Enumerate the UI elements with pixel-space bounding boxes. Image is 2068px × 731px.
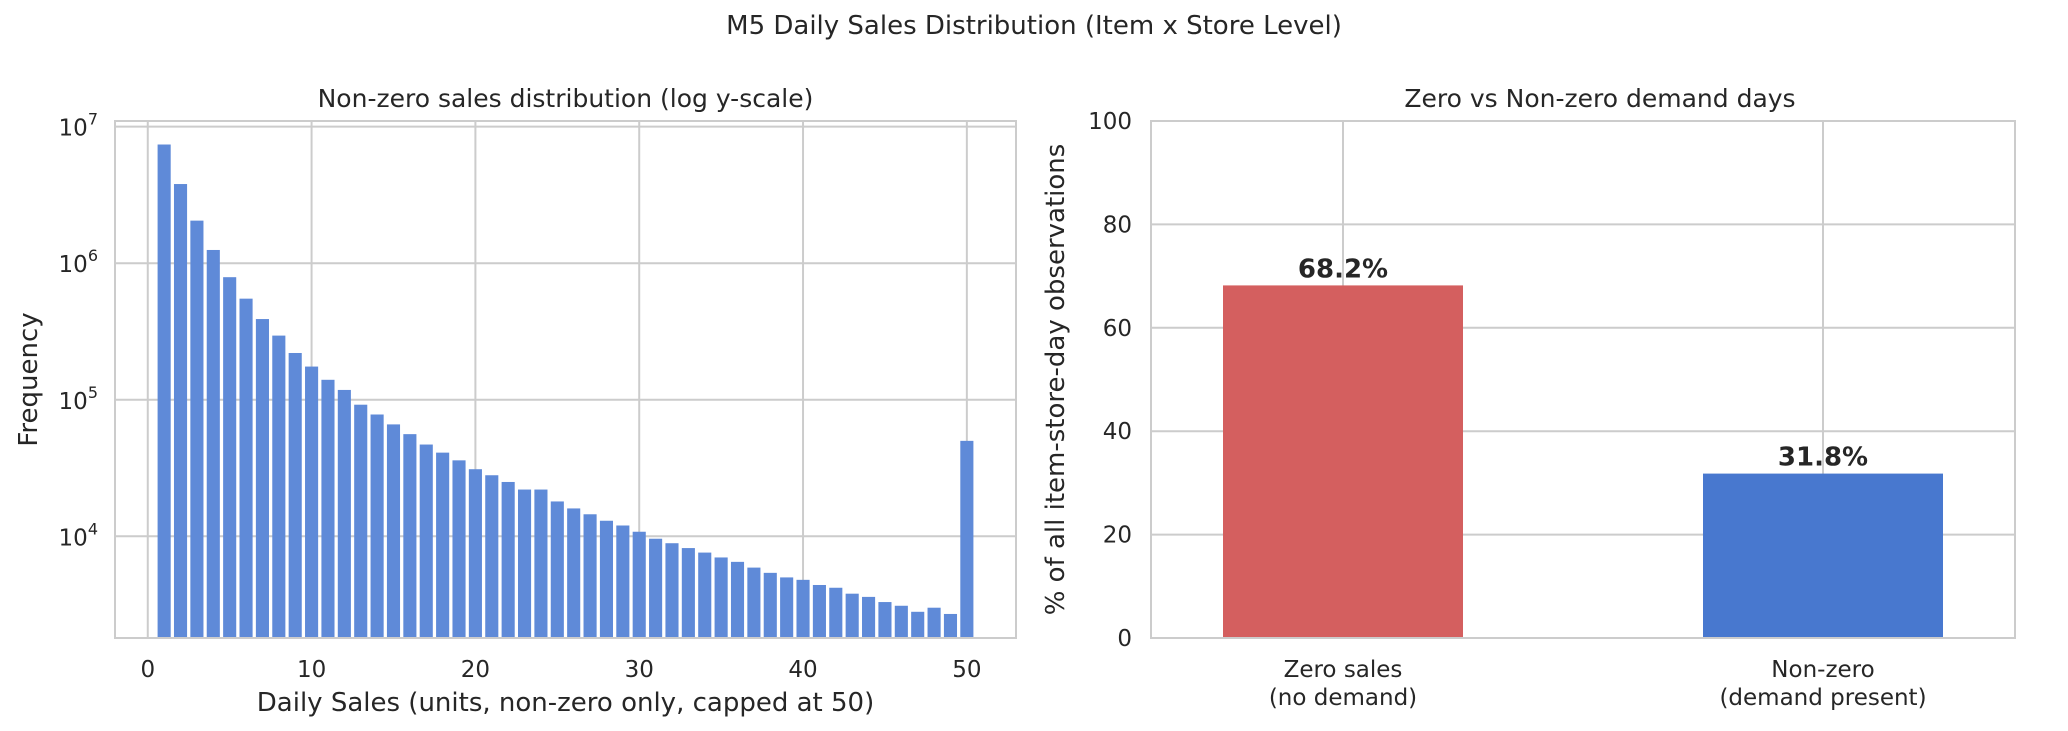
histogram-x-tick-label: 20	[461, 657, 490, 683]
histogram-bar	[403, 434, 417, 638]
histogram-x-tick-label: 50	[952, 657, 981, 683]
share-value-label: 68.2%	[1298, 254, 1388, 284]
histogram-bar	[419, 444, 433, 638]
histogram-bar	[517, 489, 532, 638]
histogram-bar	[501, 481, 515, 638]
histogram-bar	[288, 352, 302, 638]
histogram-x-tick-label: 30	[625, 657, 654, 683]
share-y-tick-label: 0	[1117, 626, 1132, 652]
histogram-bar	[337, 389, 351, 638]
histogram-bar	[894, 605, 908, 638]
histogram-panel: Non-zero sales distribution (log y-scale…	[14, 84, 1017, 718]
histogram-bar	[305, 366, 319, 638]
histogram-x-tick-label: 40	[788, 657, 817, 683]
histogram-bar	[616, 525, 630, 638]
histogram-bar	[845, 593, 859, 638]
histogram-frame	[114, 120, 1017, 639]
share-panel: Zero vs Non-zero demand days 68.2%31.8% …	[1041, 84, 2016, 711]
histogram-y-axis-label: Frequency	[14, 312, 44, 446]
histogram-bar	[599, 520, 614, 638]
histogram-y-tick-label: 106	[59, 246, 98, 278]
share-title: Zero vs Non-zero demand days	[1404, 84, 1795, 113]
histogram-bar	[173, 184, 188, 638]
histogram-x-tick-labels: 0 10 20 30 40 50	[140, 657, 981, 683]
histogram-bar	[665, 543, 679, 638]
histogram-bar	[354, 404, 368, 638]
histogram-bar	[763, 572, 777, 638]
share-y-axis-label: % of all item-store-day observations	[1041, 144, 1071, 616]
histogram-bar	[436, 452, 450, 638]
share-value-labels: 68.2% 31.8%	[1298, 254, 1868, 472]
share-value-label: 31.8%	[1778, 443, 1868, 473]
share-y-tick-label: 80	[1103, 212, 1132, 238]
share-y-tick-label: 100	[1088, 109, 1132, 135]
histogram-bar	[321, 379, 335, 638]
histogram-x-axis-label: Daily Sales (units, non-zero only, cappe…	[257, 688, 874, 718]
histogram-bar	[911, 611, 925, 638]
histogram-bar	[730, 561, 745, 638]
histogram-y-tick-label: 105	[59, 383, 98, 415]
share-bars	[1223, 285, 1943, 638]
histogram-bar	[157, 144, 171, 638]
histogram-bar	[190, 220, 204, 639]
histogram-x-tick-label: 0	[140, 657, 155, 683]
figure-title: M5 Daily Sales Distribution (Item x Stor…	[726, 11, 1342, 41]
histogram-bar	[567, 508, 581, 638]
histogram-y-tick-label: 107	[59, 110, 98, 142]
histogram-bar	[943, 613, 958, 638]
histogram-bar	[452, 460, 466, 638]
histogram-bars	[157, 144, 974, 639]
share-x-tick-label: Non-zero	[1771, 657, 1874, 683]
share-y-tick-label: 60	[1103, 316, 1132, 342]
histogram-bar	[632, 531, 646, 638]
histogram-bar	[960, 440, 974, 638]
histogram-bar	[796, 579, 810, 638]
histogram-bar	[239, 298, 253, 638]
share-bar	[1223, 285, 1463, 638]
histogram-bar	[780, 577, 794, 638]
share-x-tick-label-sub: (demand present)	[1719, 685, 1926, 711]
histogram-bar	[829, 587, 843, 638]
histogram-bar	[747, 567, 761, 638]
share-y-tick-labels: 0 20 40 60 80 100	[1088, 109, 1132, 652]
histogram-bar	[468, 469, 482, 638]
histogram-bar	[927, 607, 941, 638]
share-x-tick-label-sub: (no demand)	[1269, 685, 1417, 711]
histogram-bar	[386, 424, 401, 638]
histogram-y-tick-label: 104	[59, 519, 98, 551]
histogram-bar	[714, 557, 728, 638]
histogram-bar	[485, 475, 499, 638]
histogram-bar	[223, 277, 237, 638]
histogram-bar	[255, 319, 269, 638]
share-frame	[1150, 120, 2016, 639]
histogram-bar	[583, 514, 597, 638]
share-x-tick-labels: Zero sales(no demand) Non-zero(demand pre…	[1269, 657, 1927, 711]
histogram-bar	[862, 596, 876, 638]
histogram-bar	[698, 552, 712, 638]
histogram-bar	[649, 538, 663, 638]
histogram-bar	[206, 249, 220, 638]
histogram-bar	[550, 501, 564, 638]
histogram-bar	[681, 548, 695, 638]
histogram-y-tick-labels: 104 105 106 107	[59, 110, 98, 552]
share-x-tick-label: Zero sales	[1284, 657, 1403, 683]
share-y-tick-label: 20	[1103, 523, 1132, 549]
histogram-bar	[878, 602, 892, 638]
share-bar	[1703, 473, 1943, 638]
histogram-bar	[812, 584, 826, 638]
share-y-tick-label: 40	[1103, 419, 1132, 445]
histogram-bar	[370, 414, 384, 638]
histogram-x-tick-label: 10	[297, 657, 326, 683]
histogram-title: Non-zero sales distribution (log y-scale…	[318, 84, 814, 113]
histogram-bar	[534, 489, 548, 638]
histogram-bar	[272, 335, 286, 638]
